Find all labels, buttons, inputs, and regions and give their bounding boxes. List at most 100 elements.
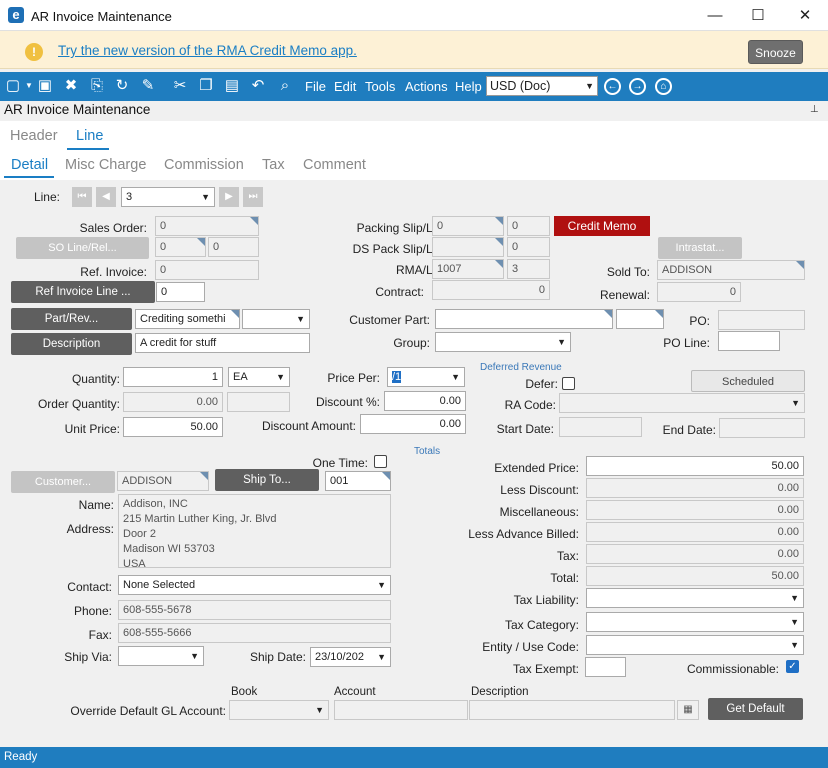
- ship-to-field[interactable]: 001: [325, 471, 391, 491]
- order-uom-field[interactable]: [227, 392, 290, 412]
- uom-select[interactable]: EA ▼: [228, 367, 290, 387]
- discount-percent-field[interactable]: 0.00: [384, 391, 466, 411]
- part-rev-button[interactable]: Part/Rev...: [11, 308, 132, 330]
- account-lookup-icon[interactable]: ▦: [677, 700, 699, 720]
- paste-icon[interactable]: ▤: [224, 77, 240, 94]
- contract-field[interactable]: 0: [432, 280, 550, 300]
- rma-line-field[interactable]: 3: [507, 259, 550, 279]
- new-icon[interactable]: ▢: [5, 77, 21, 94]
- currency-select[interactable]: USD (Doc) ▼: [486, 76, 598, 96]
- tab-detail[interactable]: Detail: [11, 157, 49, 173]
- ref-invoice-field[interactable]: 0: [155, 260, 259, 280]
- phone-field[interactable]: 608-555-5678: [118, 600, 391, 620]
- search-icon[interactable]: ⌕: [280, 77, 290, 94]
- gl-description-field[interactable]: [469, 700, 675, 720]
- next-record-icon[interactable]: ▶: [219, 187, 239, 207]
- last-record-icon[interactable]: ⏭: [243, 187, 263, 207]
- so-rel-field[interactable]: 0: [208, 237, 259, 257]
- new-version-link[interactable]: Try the new version of the RMA Credit Me…: [58, 43, 357, 58]
- forward-icon[interactable]: →: [629, 78, 646, 95]
- line-select[interactable]: 3 ▼: [121, 187, 215, 207]
- description-field[interactable]: A credit for stuff: [135, 333, 310, 353]
- start-date-field[interactable]: [559, 417, 642, 437]
- ds-pack-line-field[interactable]: 0: [507, 237, 550, 257]
- tab-line[interactable]: Line: [76, 128, 104, 144]
- miscellaneous-field[interactable]: 0.00: [586, 500, 804, 520]
- less-advance-billed-field[interactable]: 0.00: [586, 522, 804, 542]
- menu-help[interactable]: Help: [455, 79, 482, 94]
- copy-icon[interactable]: ❐: [199, 77, 213, 94]
- tax-liability-select[interactable]: ▼: [586, 588, 804, 608]
- menu-file[interactable]: File: [305, 79, 326, 94]
- so-line-field[interactable]: 0: [155, 237, 206, 257]
- contact-select[interactable]: None Selected ▼: [118, 575, 391, 595]
- tax-category-select[interactable]: ▼: [586, 612, 804, 632]
- maximize-icon[interactable]: ☐: [751, 7, 765, 24]
- snooze-button[interactable]: Snooze: [748, 40, 803, 64]
- pin-icon[interactable]: ⊥: [810, 104, 819, 115]
- customer-field[interactable]: ADDISON: [117, 471, 209, 491]
- price-per-select[interactable]: /1 ▼: [387, 367, 465, 387]
- first-record-icon[interactable]: ⏮: [72, 187, 92, 207]
- description-button[interactable]: Description: [11, 333, 132, 355]
- revision-select[interactable]: ▼: [242, 309, 310, 329]
- ds-pack-slip-field[interactable]: [432, 237, 504, 257]
- less-discount-field[interactable]: 0.00: [586, 478, 804, 498]
- one-time-checkbox[interactable]: [374, 455, 387, 468]
- get-default-button[interactable]: Get Default: [708, 698, 803, 720]
- menu-actions[interactable]: Actions: [405, 79, 448, 94]
- so-line-rel-button[interactable]: SO Line/Rel...: [16, 237, 149, 259]
- refresh-icon[interactable]: ↻: [115, 77, 129, 94]
- po-field[interactable]: [718, 310, 805, 330]
- prev-record-icon[interactable]: ◀: [96, 187, 116, 207]
- save-icon[interactable]: ▣: [37, 77, 53, 94]
- quantity-field[interactable]: 1: [123, 367, 223, 387]
- group-select[interactable]: ▼: [435, 332, 571, 352]
- menu-edit[interactable]: Edit: [334, 79, 357, 94]
- book-select[interactable]: ▼: [229, 700, 329, 720]
- renewal-field[interactable]: 0: [657, 282, 741, 302]
- part-field[interactable]: Crediting somethi: [135, 309, 240, 329]
- total-field[interactable]: 50.00: [586, 566, 804, 586]
- fax-field[interactable]: 608-555-5666: [118, 623, 391, 643]
- customer-part-field[interactable]: [435, 309, 613, 329]
- unit-price-field[interactable]: 50.00: [123, 417, 223, 437]
- sales-order-field[interactable]: 0: [155, 216, 259, 236]
- scheduled-button[interactable]: Scheduled: [691, 370, 805, 392]
- sold-to-field[interactable]: ADDISON: [657, 260, 805, 280]
- minimize-icon[interactable]: —: [707, 7, 723, 24]
- ship-to-button[interactable]: Ship To...: [215, 469, 319, 491]
- account-field[interactable]: [334, 700, 468, 720]
- po-line-field[interactable]: [718, 331, 780, 351]
- end-date-field[interactable]: [719, 418, 805, 438]
- defer-checkbox[interactable]: [562, 377, 575, 390]
- new-dropdown-icon[interactable]: ▼: [25, 81, 33, 90]
- ref-invoice-line-field[interactable]: 0: [156, 282, 205, 302]
- commissionable-checkbox[interactable]: ✓: [786, 660, 799, 673]
- home-icon[interactable]: ⌂: [655, 78, 672, 95]
- tax-field[interactable]: 0.00: [586, 544, 804, 564]
- delete-icon[interactable]: ✖: [64, 77, 78, 94]
- tab-header[interactable]: Header: [10, 128, 58, 144]
- ra-code-select[interactable]: ▼: [559, 393, 805, 413]
- packing-line-field[interactable]: 0: [507, 216, 550, 236]
- discount-amount-field[interactable]: 0.00: [360, 414, 466, 434]
- ref-invoice-line-button[interactable]: Ref Invoice Line ...: [11, 281, 155, 303]
- tab-tax[interactable]: Tax: [262, 157, 285, 173]
- cut-icon[interactable]: ✂: [173, 77, 187, 94]
- ship-via-select[interactable]: ▼: [118, 646, 204, 666]
- customer-button[interactable]: Customer...: [11, 471, 115, 493]
- credit-memo-button[interactable]: Credit Memo: [554, 216, 650, 236]
- ship-date-field[interactable]: 23/10/202 ▼: [310, 647, 391, 667]
- undo-icon[interactable]: ↶: [251, 77, 265, 94]
- entity-use-code-select[interactable]: ▼: [586, 635, 804, 655]
- attachment-icon[interactable]: ⎘: [90, 77, 103, 94]
- rma-field[interactable]: 1007: [432, 259, 504, 279]
- intrastat-button[interactable]: Intrastat...: [658, 237, 742, 259]
- tax-exempt-field[interactable]: [585, 657, 626, 677]
- tab-comment[interactable]: Comment: [303, 157, 366, 173]
- customer-part-rev-field[interactable]: [616, 309, 664, 329]
- menu-tools[interactable]: Tools: [365, 79, 396, 94]
- packing-slip-field[interactable]: 0: [432, 216, 504, 236]
- clear-icon[interactable]: ✎: [141, 77, 155, 94]
